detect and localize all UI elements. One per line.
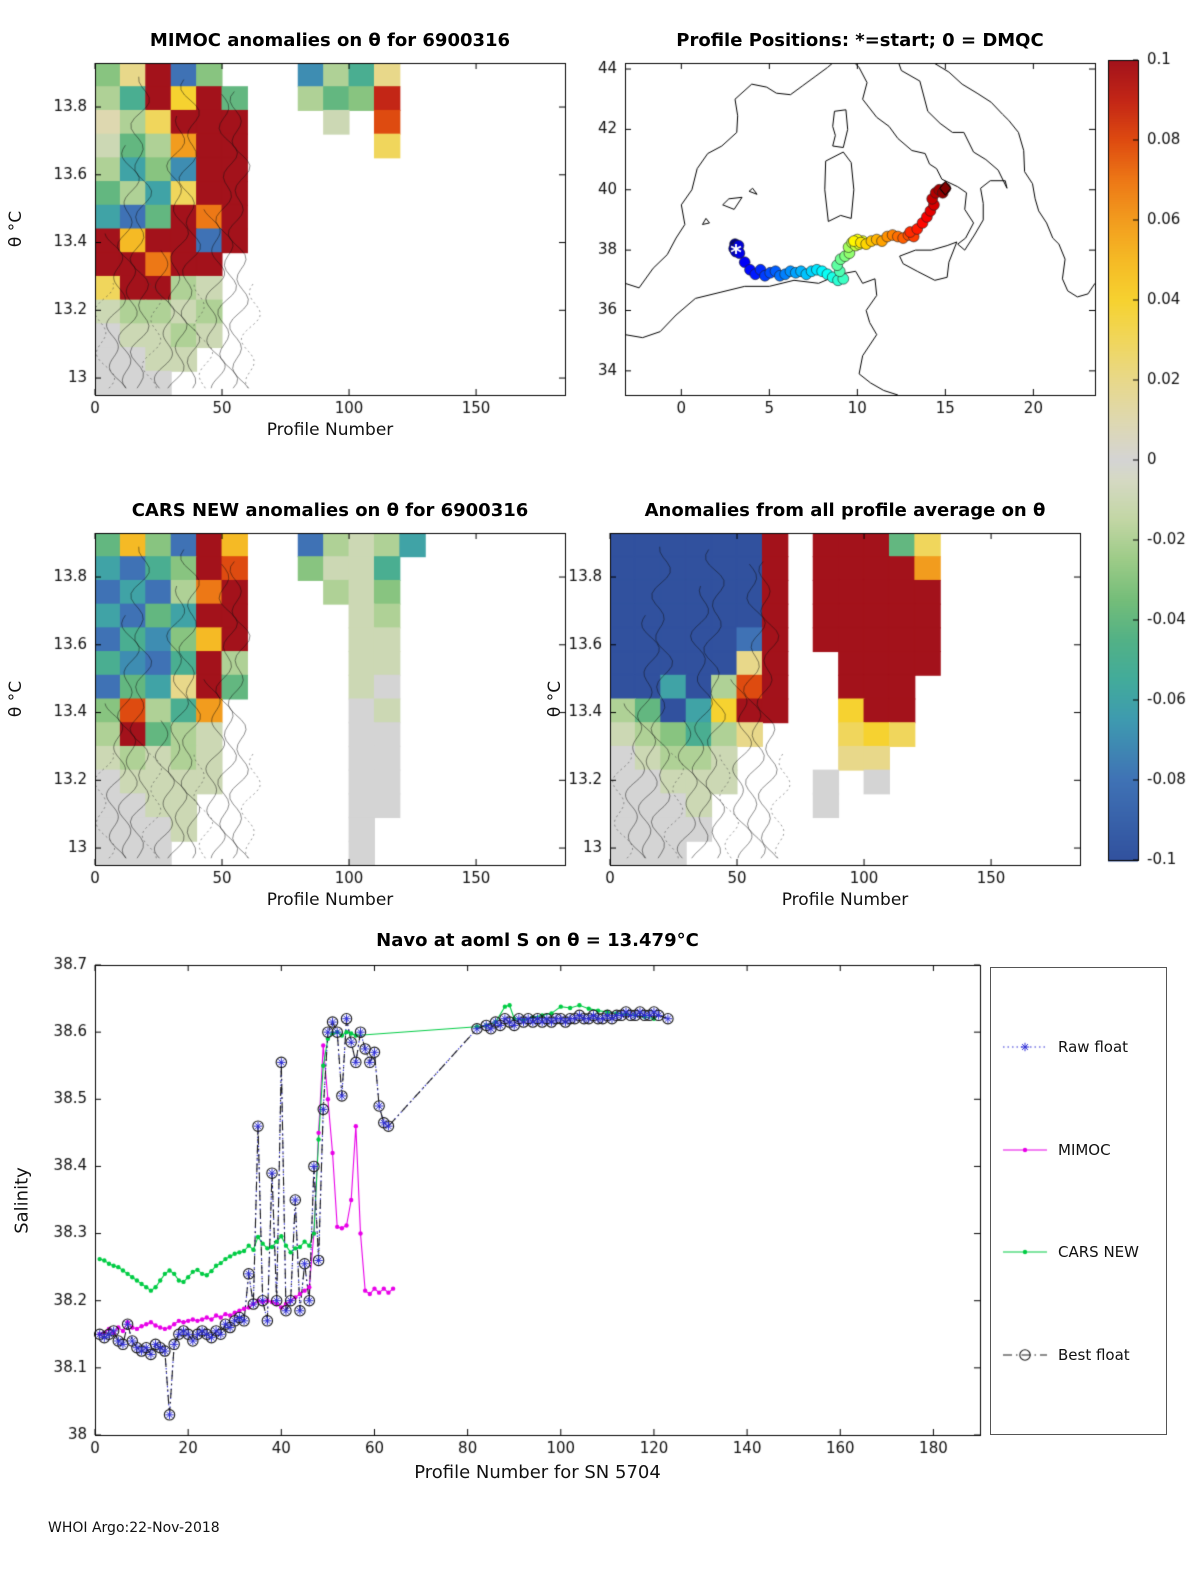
allprof-plot-title: Anomalies from all profile average on θ bbox=[644, 500, 1046, 521]
legend-entry-raw-float: Raw float bbox=[991, 1038, 1166, 1056]
anomaly-colorbar bbox=[1100, 50, 1200, 880]
cars-new-line-sample-icon bbox=[1001, 1244, 1049, 1261]
legend-label-best-float: Best float bbox=[1058, 1345, 1130, 1364]
best-float-line-sample-icon bbox=[1001, 1346, 1049, 1363]
allprof-ylabel: θ °C bbox=[545, 680, 565, 718]
salinity-plot-title: Navo at aoml S on θ = 13.479°C bbox=[376, 930, 699, 951]
mimoc-plot-title: MIMOC anomalies on θ for 6900316 bbox=[149, 30, 511, 51]
profile-positions-map bbox=[560, 55, 1120, 425]
cars-plot-title: CARS NEW anomalies on θ for 6900316 bbox=[131, 500, 529, 521]
cars-anomaly-heatmap bbox=[20, 525, 580, 895]
raw-float-line-sample-icon bbox=[1001, 1039, 1049, 1056]
mimoc-xlabel: Profile Number bbox=[266, 420, 394, 440]
legend-label-raw-float: Raw float bbox=[1058, 1038, 1129, 1057]
mimoc-anomaly-heatmap bbox=[20, 55, 580, 425]
salinity-legend: Raw float MIMOC CARS NEW Best float bbox=[990, 967, 1167, 1435]
allprof-xlabel: Profile Number bbox=[781, 890, 909, 910]
salinity-xlabel: Profile Number for SN 5704 bbox=[414, 1462, 661, 1483]
figure-footer: WHOI Argo:22-Nov-2018 bbox=[48, 1520, 220, 1536]
salinity-line-plot bbox=[20, 955, 1020, 1465]
legend-label-cars-new: CARS NEW bbox=[1058, 1243, 1139, 1262]
cars-ylabel: θ °C bbox=[6, 680, 26, 718]
map-plot-title: Profile Positions: *=start; 0 = DMQC bbox=[676, 30, 1044, 51]
cars-xlabel: Profile Number bbox=[266, 890, 394, 910]
salinity-ylabel: Salinity bbox=[11, 1167, 33, 1234]
legend-entry-best-float: Best float bbox=[991, 1346, 1166, 1364]
legend-label-mimoc: MIMOC bbox=[1058, 1140, 1111, 1159]
legend-entry-mimoc: MIMOC bbox=[991, 1141, 1166, 1159]
legend-entry-cars-new: CARS NEW bbox=[991, 1243, 1166, 1261]
mimoc-ylabel: θ °C bbox=[6, 210, 26, 248]
allprofile-anomaly-heatmap bbox=[535, 525, 1095, 895]
mimoc-line-sample-icon bbox=[1001, 1141, 1049, 1158]
